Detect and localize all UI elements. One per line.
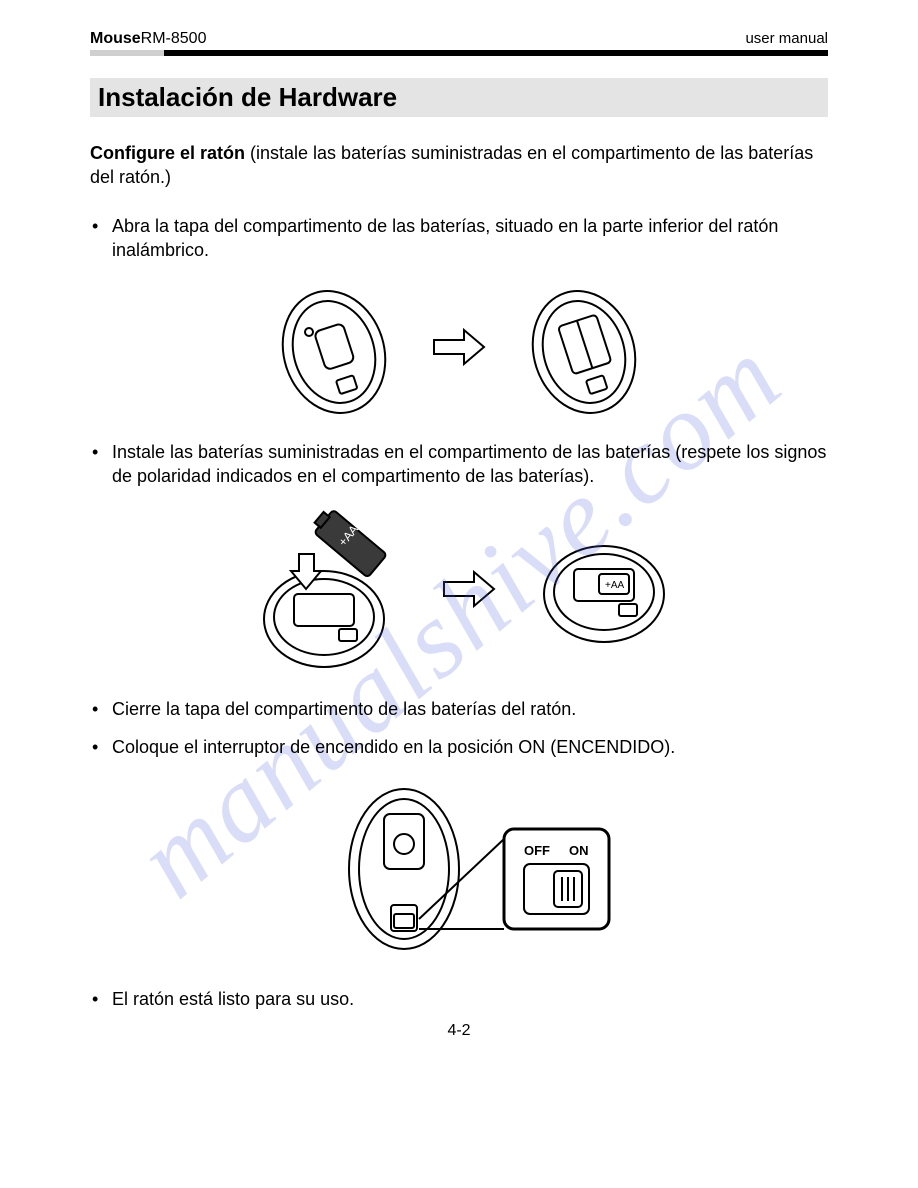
brand-bold: Mouse — [90, 30, 141, 47]
arrow-right-icon — [429, 322, 489, 372]
arrow-right-icon — [439, 564, 499, 614]
step-4-text: Coloque el interruptor de encendido en l… — [112, 737, 675, 757]
step-2: Instale las baterías suministradas en el… — [90, 440, 828, 489]
page-header: MouseRM-8500 user manual — [90, 30, 828, 48]
figure-insert-battery: +AA +AA — [90, 499, 828, 679]
mouse-switch-icon: OFF ON — [294, 769, 624, 969]
step-1-text: Abra la tapa del compartimento de las ba… — [112, 216, 778, 260]
figure-open-cover — [90, 272, 828, 422]
page-number: 4-2 — [90, 1022, 828, 1040]
brand-model: RM-8500 — [141, 30, 207, 47]
mouse-battery-installed-icon: +AA — [519, 524, 689, 654]
page-container: MouseRM-8500 user manual Instalación de … — [0, 0, 918, 1060]
intro-paragraph: Configure el ratón (instale las baterías… — [90, 141, 828, 190]
step-3-text: Cierre la tapa del compartimento de las … — [112, 699, 576, 719]
switch-on-label: ON — [569, 843, 589, 858]
step-2-text: Instale las baterías suministradas en el… — [112, 442, 826, 486]
mouse-closed-icon — [259, 272, 409, 422]
step-3: Cierre la tapa del compartimento de las … — [90, 697, 828, 721]
step-5-text: El ratón está listo para su uso. — [112, 989, 354, 1009]
figure-power-switch: OFF ON — [90, 769, 828, 969]
header-rule — [90, 50, 828, 56]
battery-label-2: +AA — [605, 580, 625, 591]
step-4: Coloque el interruptor de encendido en l… — [90, 735, 828, 759]
mouse-insert-battery-icon: +AA — [229, 499, 419, 679]
switch-off-label: OFF — [524, 843, 550, 858]
section-title: Instalación de Hardware — [90, 78, 828, 117]
header-right: user manual — [745, 30, 828, 47]
step-5: El ratón está listo para su uso. — [90, 987, 828, 1011]
steps-list: Abra la tapa del compartimento de las ba… — [90, 214, 828, 1012]
step-1: Abra la tapa del compartimento de las ba… — [90, 214, 828, 263]
mouse-open-icon — [509, 272, 659, 422]
intro-bold: Configure el ratón — [90, 143, 245, 163]
header-left: MouseRM-8500 — [90, 30, 206, 48]
